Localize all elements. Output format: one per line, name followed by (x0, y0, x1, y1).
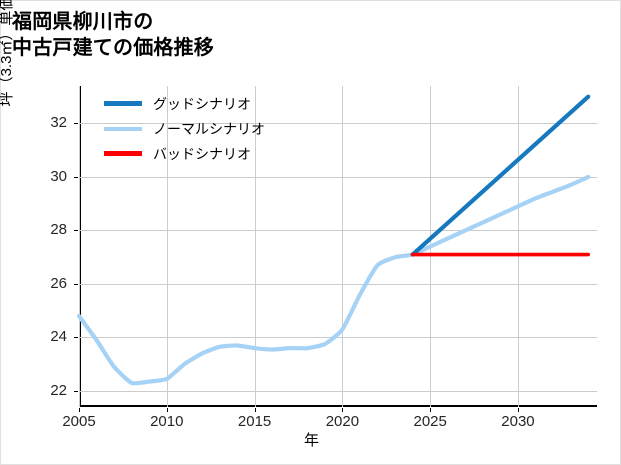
legend-color-swatch (104, 101, 142, 106)
x-tick-mark (342, 408, 344, 412)
gridline-horizontal (79, 176, 597, 178)
y-tick-mark (74, 230, 78, 232)
chart-legend: グッドシナリオ ノーマルシナリオ バッドシナリオ (104, 91, 314, 166)
gridline-vertical (79, 86, 80, 407)
chart-lines (76, 94, 591, 386)
series-line-normal (76, 174, 591, 386)
x-tick-mark (430, 408, 432, 412)
y-tick-label: 32 (50, 114, 67, 132)
gridline-horizontal (79, 283, 597, 285)
x-axis-label: 年 (303, 432, 319, 449)
x-tick-mark (79, 408, 80, 412)
y-axis-label: 坪（3.3㎡）単価（万円） (0, 0, 15, 107)
y-tick-label: 22 (50, 381, 67, 399)
legend-item-label: ノーマルシナリオ (153, 120, 265, 137)
x-tick-mark (254, 408, 256, 412)
x-tick-mark (517, 408, 519, 412)
legend-item-label: バッドシナリオ (153, 145, 251, 162)
x-tick-label: 2005 (62, 413, 96, 430)
series-line-good (410, 94, 591, 257)
chart-title: 福岡県柳川市の 中古戸建ての価格推移 (12, 11, 214, 60)
gridline-horizontal (79, 230, 597, 232)
y-tick-label: 30 (50, 167, 67, 185)
legend-item: バッドシナリオ (104, 141, 314, 166)
x-tick-label: 2020 (325, 413, 360, 430)
gridline-vertical (517, 86, 519, 407)
gridline-horizontal (79, 390, 597, 392)
x-tick-label: 2015 (237, 413, 272, 430)
x-tick-label: 2030 (501, 413, 535, 430)
y-tick-mark (74, 176, 78, 178)
legend-item: グッドシナリオ (104, 91, 314, 116)
plot-frame (79, 86, 597, 407)
y-tick-label: 28 (50, 221, 67, 239)
legend-color-swatch (104, 151, 142, 156)
x-tick-mark (166, 408, 168, 412)
x-tick-label: 2010 (150, 413, 184, 430)
y-tick-mark (74, 283, 78, 285)
y-tick-label: 26 (50, 274, 67, 292)
gridline-vertical (166, 86, 168, 407)
y-tick-mark (74, 123, 78, 125)
y-tick-label: 24 (50, 328, 67, 346)
y-tick-mark (74, 390, 78, 392)
gridline-horizontal (79, 123, 597, 125)
plot-area (76, 86, 597, 407)
legend-color-swatch (104, 126, 142, 131)
legend-item-label: グッドシナリオ (153, 95, 251, 112)
x-tick-label: 2025 (413, 413, 447, 430)
legend-item: ノーマルシナリオ (104, 116, 314, 141)
gridline-vertical (254, 86, 256, 407)
y-tick-mark (74, 337, 78, 339)
gridline-horizontal (79, 337, 597, 339)
gridline-vertical (342, 86, 344, 407)
